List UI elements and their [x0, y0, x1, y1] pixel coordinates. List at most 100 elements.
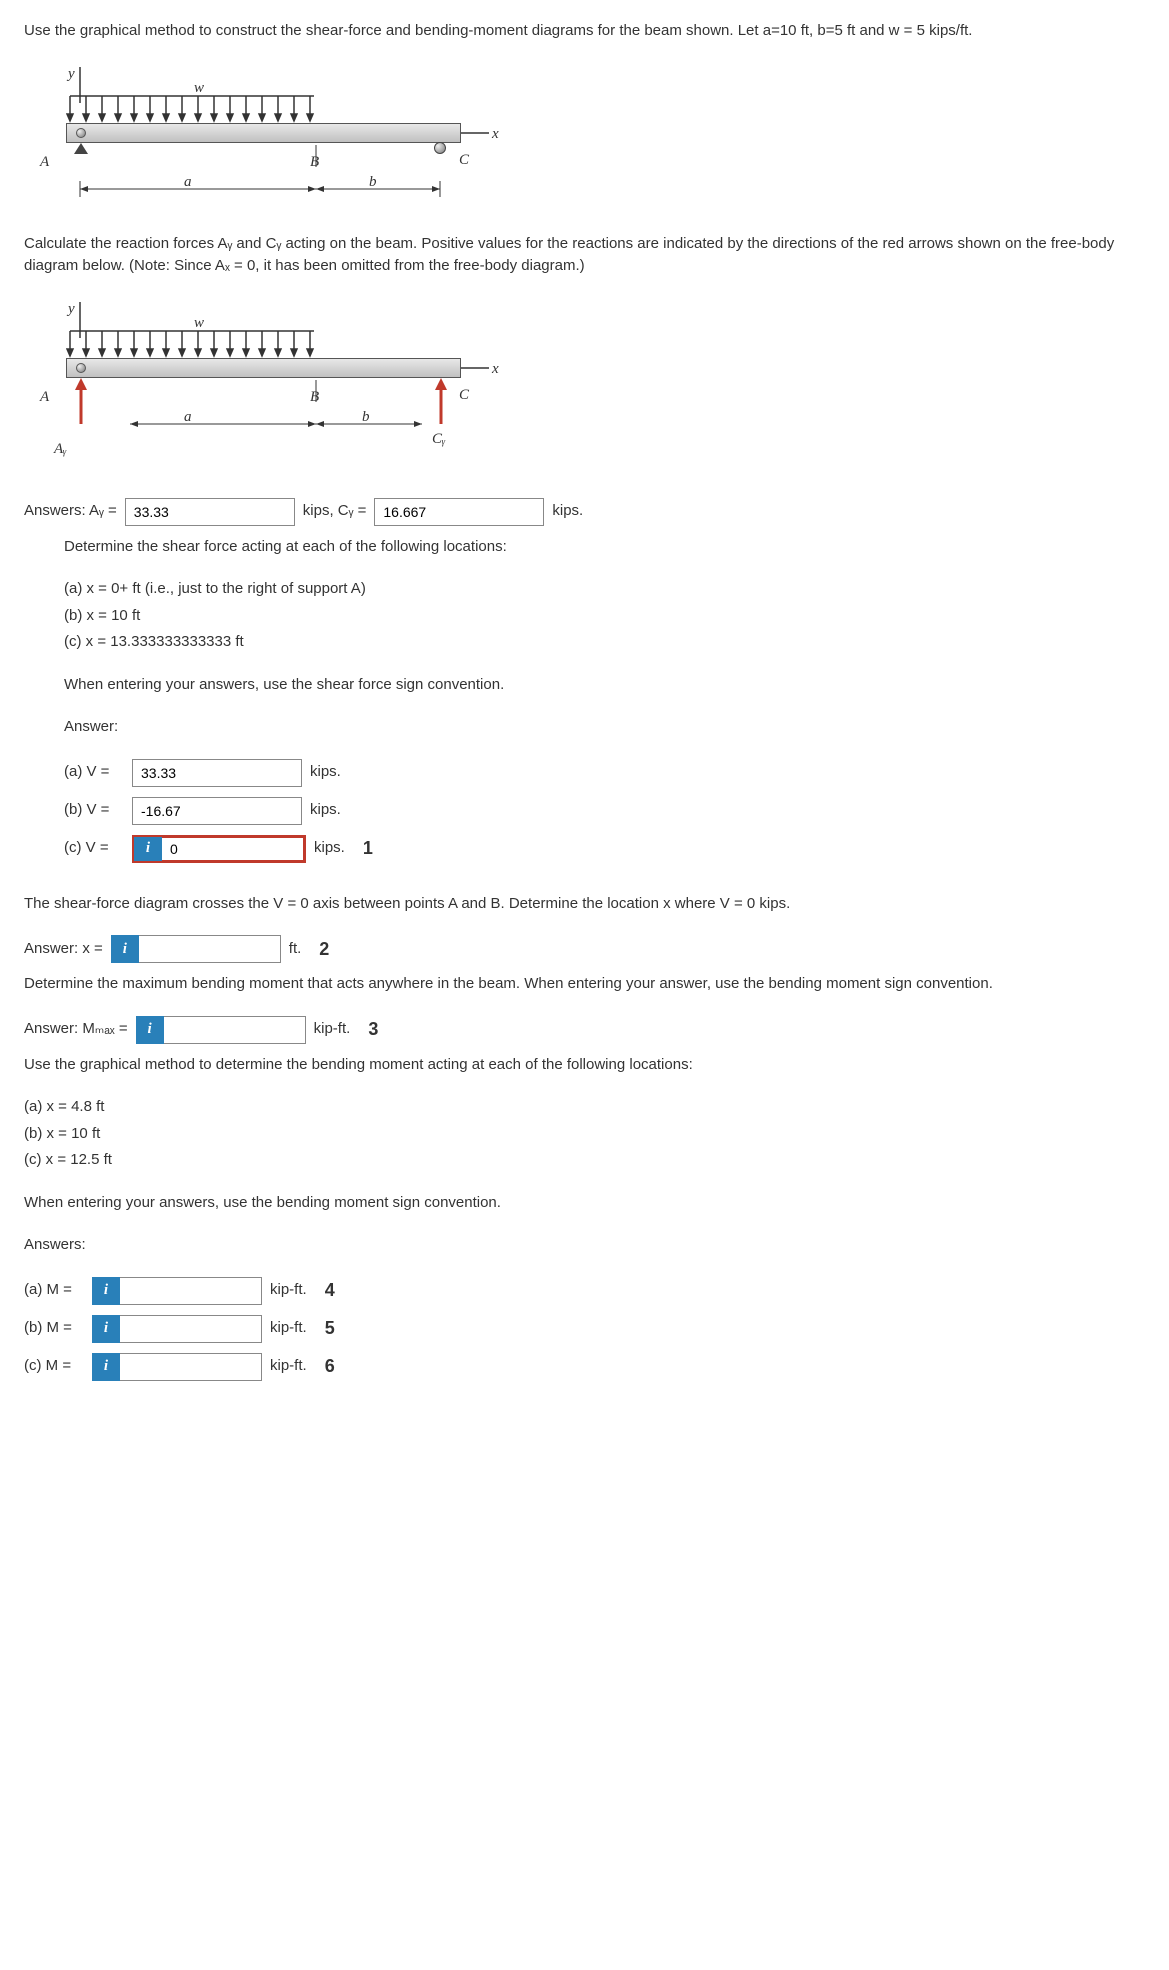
- dim-lines: [70, 181, 450, 197]
- mmax-input[interactable]: [164, 1016, 306, 1044]
- intro-text: Use the graphical method to construct th…: [24, 20, 1145, 43]
- ay-answer-label: Answers: Aᵧ =: [24, 500, 117, 523]
- bending-a-input[interactable]: [120, 1277, 262, 1305]
- pin-circle: [76, 128, 86, 138]
- shear-c-unit: kips.: [314, 837, 345, 860]
- bending-b-unit: kip-ft.: [270, 1317, 307, 1340]
- shear-prompt: Determine the shear force acting at each…: [64, 536, 1145, 559]
- dim-a: a: [184, 171, 192, 194]
- beam-diagram-2: y w x A B C: [34, 298, 494, 483]
- shear-c-input[interactable]: [162, 837, 304, 861]
- cy-input[interactable]: [374, 498, 544, 526]
- bending-c-label: (c) M =: [24, 1355, 84, 1378]
- load-arrows-2: [66, 328, 318, 358]
- q1-num: 1: [363, 835, 373, 862]
- mmax-label: Answer: Mₘₐₓ =: [24, 1018, 128, 1041]
- bending-a-row: (a) M = i kip-ft. 4: [24, 1277, 1145, 1305]
- shear-a-input[interactable]: [132, 759, 302, 787]
- info-icon[interactable]: i: [92, 1277, 120, 1305]
- mmax-prompt: Determine the maximum bending moment tha…: [24, 973, 1145, 996]
- info-icon[interactable]: i: [92, 1353, 120, 1381]
- bending-note: When entering your answers, use the bend…: [24, 1192, 1145, 1215]
- shear-b-unit: kips.: [310, 799, 341, 822]
- zero-input-wrap: i: [111, 935, 281, 963]
- shear-loc-c: (c) x = 13.333333333333 ft: [64, 631, 1145, 654]
- y-label-2: y: [68, 298, 75, 321]
- shear-c-label: (c) V =: [64, 837, 124, 860]
- x-label-2: x: [492, 358, 499, 381]
- ay-label: Aᵧ: [54, 438, 67, 461]
- bending-loc-c: (c) x = 12.5 ft: [24, 1149, 1145, 1172]
- q4-num: 4: [325, 1277, 335, 1304]
- b-tick-2: [315, 380, 317, 402]
- zero-input[interactable]: [139, 935, 281, 963]
- bending-b-input-wrap: i: [92, 1315, 262, 1343]
- shear-a-unit: kips.: [310, 761, 341, 784]
- y-label: y: [68, 63, 75, 86]
- shear-c-row: (c) V = i kips. 1: [64, 835, 1145, 863]
- shear-section: Determine the shear force acting at each…: [24, 536, 1145, 863]
- shear-a-label: (a) V =: [64, 761, 124, 784]
- x-axis-line: [461, 131, 489, 135]
- q5-num: 5: [325, 1315, 335, 1342]
- b-tick: [315, 145, 317, 167]
- label-c-2: C: [459, 384, 469, 407]
- dim-lines-2: [70, 416, 450, 432]
- shear-b-row: (b) V = kips.: [64, 797, 1145, 825]
- info-icon[interactable]: i: [111, 935, 139, 963]
- shear-answer-label: Answer:: [64, 716, 1145, 739]
- shear-b-input[interactable]: [132, 797, 302, 825]
- support-a-pin: [74, 143, 88, 154]
- shear-note: When entering your answers, use the shea…: [64, 674, 1145, 697]
- bending-answers-label: Answers:: [24, 1234, 1145, 1257]
- mmax-input-wrap: i: [136, 1016, 306, 1044]
- shear-b-label: (b) V =: [64, 799, 124, 822]
- bending-a-input-wrap: i: [92, 1277, 262, 1305]
- shear-c-input-wrap: i: [132, 835, 306, 863]
- info-icon[interactable]: i: [134, 837, 162, 861]
- bending-prompt: Use the graphical method to determine th…: [24, 1054, 1145, 1077]
- x-axis-line-2: [461, 366, 489, 370]
- mmax-answer-row: Answer: Mₘₐₓ = i kip-ft. 3: [24, 1016, 1145, 1044]
- beam-body: [66, 123, 461, 143]
- bending-a-unit: kip-ft.: [270, 1279, 307, 1302]
- label-a-2: A: [40, 386, 49, 409]
- q6-num: 6: [325, 1353, 335, 1380]
- reactions-prompt: Calculate the reaction forces Aᵧ and Cᵧ …: [24, 233, 1145, 278]
- load-arrows: [66, 93, 318, 123]
- ay-input[interactable]: [125, 498, 295, 526]
- beam-body-2: [66, 358, 461, 378]
- reactions-answer-row: Answers: Aᵧ = kips, Cᵧ = kips.: [24, 498, 1145, 526]
- bending-c-unit: kip-ft.: [270, 1355, 307, 1378]
- shear-loc-a: (a) x = 0+ ft (i.e., just to the right o…: [64, 578, 1145, 601]
- kips-unit: kips.: [552, 500, 583, 523]
- bending-loc-b: (b) x = 10 ft: [24, 1123, 1145, 1146]
- q3-num: 3: [368, 1016, 378, 1043]
- bending-b-label: (b) M =: [24, 1317, 84, 1340]
- label-a: A: [40, 151, 49, 174]
- dim-b-2: b: [362, 406, 370, 429]
- info-icon[interactable]: i: [136, 1016, 164, 1044]
- dim-a-2: a: [184, 406, 192, 429]
- label-c: C: [459, 149, 469, 172]
- bending-b-input[interactable]: [120, 1315, 262, 1343]
- zero-label: Answer: x =: [24, 938, 103, 961]
- support-c-roller: [434, 142, 446, 154]
- beam-diagram-1: y w x: [34, 63, 494, 218]
- mid-label: kips, Cᵧ =: [303, 500, 367, 523]
- shear-a-row: (a) V = kips.: [64, 759, 1145, 787]
- x-label: x: [492, 123, 499, 146]
- bending-a-label: (a) M =: [24, 1279, 84, 1302]
- q2-num: 2: [319, 936, 329, 963]
- bending-c-input-wrap: i: [92, 1353, 262, 1381]
- shear-loc-b: (b) x = 10 ft: [64, 605, 1145, 628]
- zero-answer-row: Answer: x = i ft. 2: [24, 935, 1145, 963]
- bending-b-row: (b) M = i kip-ft. 5: [24, 1315, 1145, 1343]
- bending-c-row: (c) M = i kip-ft. 6: [24, 1353, 1145, 1381]
- zero-unit: ft.: [289, 938, 302, 961]
- info-icon[interactable]: i: [92, 1315, 120, 1343]
- dim-b: b: [369, 171, 377, 194]
- mmax-unit: kip-ft.: [314, 1018, 351, 1041]
- pin-circle-2: [76, 363, 86, 373]
- bending-c-input[interactable]: [120, 1353, 262, 1381]
